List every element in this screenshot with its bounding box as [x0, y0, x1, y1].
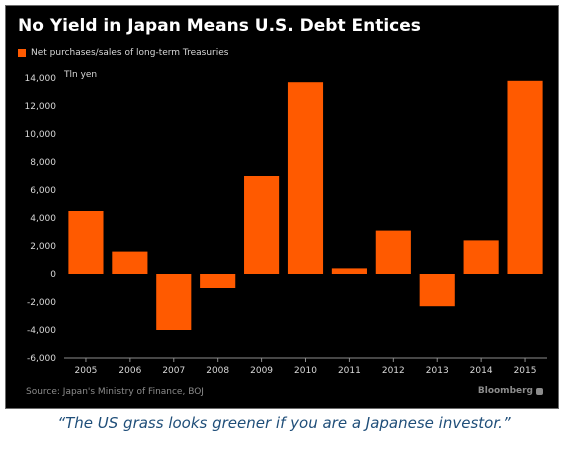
bar-2006 — [112, 251, 148, 274]
x-tick-label: 2010 — [294, 366, 317, 376]
y-tick-label: -4,000 — [27, 326, 56, 336]
y-tick-label: 12,000 — [25, 102, 57, 112]
x-tick-label: 2014 — [470, 366, 493, 376]
bar-2011 — [331, 268, 367, 274]
x-tick-label: 2011 — [338, 366, 361, 376]
y-tick-label: -2,000 — [27, 298, 56, 308]
x-axis: 2005 2006 2007 2008 2009 2010 2011 2012 2013 2014… — [64, 357, 547, 376]
bars — [68, 80, 543, 330]
x-tick-label: 2009 — [250, 366, 273, 376]
bar-2013 — [419, 274, 455, 307]
caption: “The US grass looks greener if you are a… — [57, 414, 511, 432]
bar-2012 — [375, 230, 411, 274]
bar-chart-plot: -6,000 -4,000 -2,000 0 2,000 4,000 6,000 8,000 1… — [25, 70, 547, 376]
legend-label: Net purchases/sales of long-term Treasur… — [31, 48, 229, 58]
x-tick-label: 2015 — [514, 366, 537, 376]
brand-name: Bloomberg — [477, 386, 533, 396]
y-tick-label: 14,000 — [25, 74, 57, 84]
x-tick-label: 2006 — [118, 366, 141, 376]
y-axis: -6,000 -4,000 -2,000 0 2,000 4,000 6,000 8,000 1… — [25, 74, 57, 364]
y-tick-label: 6,000 — [30, 186, 56, 196]
bar-2015 — [507, 80, 543, 274]
x-tick-label: 2008 — [206, 366, 229, 376]
x-tick-label: 2005 — [75, 366, 98, 376]
x-tick-label: 2013 — [426, 366, 449, 376]
y-tick-label: -6,000 — [27, 354, 56, 364]
x-tick-label: 2012 — [382, 366, 405, 376]
y-axis-unit-label: Tln yen — [63, 70, 97, 80]
chart-title: No Yield in Japan Means U.S. Debt Entice… — [18, 16, 421, 36]
legend: Net purchases/sales of long-term Treasur… — [18, 48, 228, 58]
y-tick-label: 4,000 — [30, 214, 56, 224]
bar-2009 — [244, 176, 280, 274]
y-tick-label: 2,000 — [30, 242, 56, 252]
bar-2005 — [68, 211, 104, 274]
bar-2008 — [200, 274, 236, 288]
source-note: Source: Japan's Ministry of Finance, BOJ — [26, 387, 204, 397]
bloomberg-icon — [536, 387, 543, 395]
brand-logo: Bloomberg — [478, 386, 543, 396]
y-tick-label: 10,000 — [25, 130, 57, 140]
x-tick-label: 2007 — [162, 366, 185, 376]
bar-2010 — [287, 82, 324, 274]
legend-swatch — [18, 49, 26, 57]
bar-2007 — [156, 274, 192, 330]
y-tick-label: 8,000 — [30, 158, 56, 168]
chart-panel: No Yield in Japan Means U.S. Debt Entice… — [5, 5, 559, 409]
bar-2014 — [463, 240, 499, 274]
y-tick-label: 0 — [50, 270, 56, 280]
